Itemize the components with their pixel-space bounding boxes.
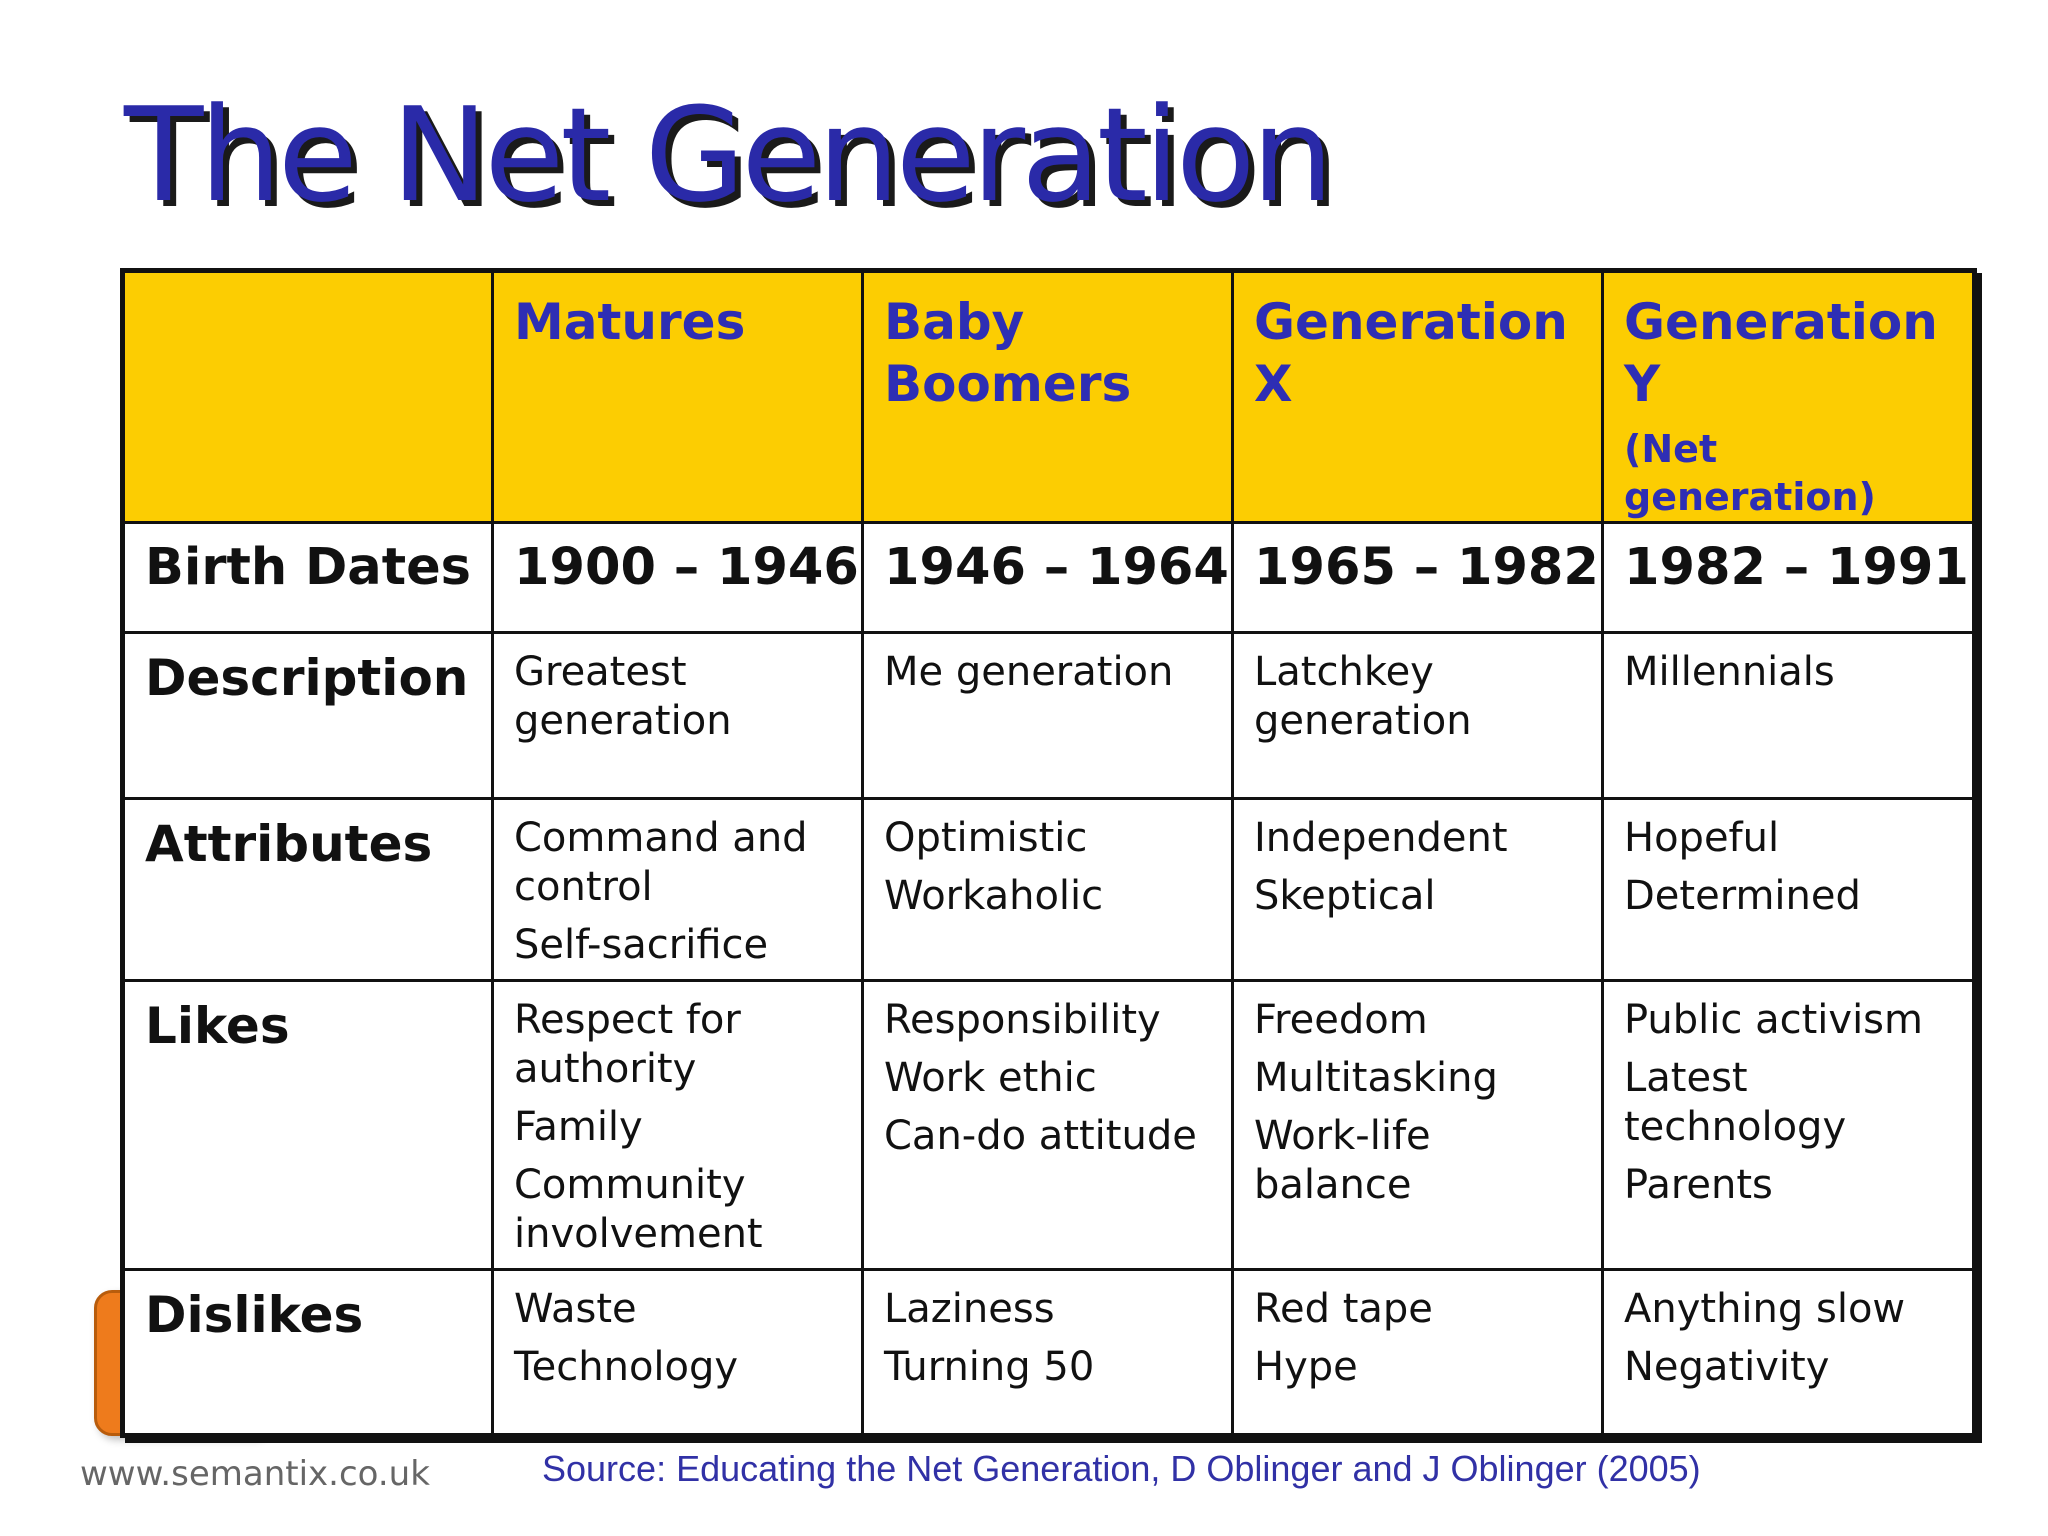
table-cell: Public activism Latest technology Parent…	[1601, 979, 1976, 1271]
cell-text: Work-life balance	[1254, 1113, 1431, 1208]
table-cell: 1965 – 1982	[1231, 521, 1604, 634]
website-url: www.semantix.co.uk	[80, 1454, 430, 1494]
cell-text: Command and control	[514, 815, 808, 910]
table-row-dislikes: Dislikes Waste Technology Laziness Turni…	[121, 1268, 1976, 1437]
cell-text: Multitasking	[1254, 1055, 1498, 1101]
cell-text: Greatest generation	[514, 649, 732, 744]
header-generation-y-sub: (Net generation)	[1624, 427, 1876, 519]
cell-text: Latchkey generation	[1254, 649, 1472, 744]
table-cell: Command and control Self-sacrifice	[491, 797, 864, 982]
cell-text: Freedom	[1254, 997, 1428, 1043]
header-baby-boomers: Baby Boomers	[861, 269, 1234, 524]
cell-text: Workaholic	[884, 873, 1104, 919]
table-cell: Respect for authority Family Community i…	[491, 979, 864, 1271]
row-label: Birth Dates	[121, 521, 494, 634]
cell-text: Can-do attitude	[884, 1113, 1197, 1159]
cell-text: Respect for authority	[514, 997, 741, 1092]
cell-text: Latest technology	[1624, 1055, 1847, 1150]
row-label: Description	[121, 631, 494, 800]
header-corner	[121, 269, 494, 524]
header-generation-y: Generation Y (Net generation)	[1601, 269, 1976, 524]
table-row-likes: Likes Respect for authority Family Commu…	[121, 979, 1976, 1271]
cell-text: Work ethic	[884, 1055, 1097, 1101]
table-header-row: Matures Baby Boomers Generation X Genera…	[121, 269, 1976, 524]
table-cell: Independent Skeptical	[1231, 797, 1604, 982]
table-cell: Greatest generation	[491, 631, 864, 800]
header-matures: Matures	[491, 269, 864, 524]
row-label: Likes	[121, 979, 494, 1271]
cell-text: Millennials	[1624, 649, 1835, 695]
table-cell: Optimistic Workaholic	[861, 797, 1234, 982]
table-cell: 1946 – 1964	[861, 521, 1234, 634]
cell-text: Independent	[1254, 815, 1508, 861]
cell-text: Technology	[514, 1344, 739, 1390]
cell-text: Hype	[1254, 1344, 1358, 1390]
cell-text: Laziness	[884, 1286, 1055, 1332]
header-generation-x: Generation X	[1231, 269, 1604, 524]
table-cell: Anything slow Negativity	[1601, 1268, 1976, 1437]
cell-text: Turning 50	[884, 1344, 1095, 1390]
cell-text: Red tape	[1254, 1286, 1433, 1332]
cell-text: Anything slow	[1624, 1286, 1906, 1332]
table-cell: 1900 – 1946	[491, 521, 864, 634]
cell-text: Parents	[1624, 1162, 1773, 1208]
table-cell: Red tape Hype	[1231, 1268, 1604, 1437]
row-label: Attributes	[121, 797, 494, 982]
cell-text: Negativity	[1624, 1344, 1830, 1390]
table-cell: Freedom Multitasking Work-life balance	[1231, 979, 1604, 1271]
table-row-description: Description Greatest generation Me gener…	[121, 631, 1976, 800]
cell-text: Family	[514, 1104, 643, 1150]
cell-text: Determined	[1624, 873, 1861, 919]
table-cell: Waste Technology	[491, 1268, 864, 1437]
table-cell: Laziness Turning 50	[861, 1268, 1234, 1437]
table-cell: Responsibility Work ethic Can-do attitud…	[861, 979, 1234, 1271]
table-cell: Hopeful Determined	[1601, 797, 1976, 982]
cell-text: Community involvement	[514, 1162, 763, 1257]
row-label: Dislikes	[121, 1268, 494, 1437]
table-row-attributes: Attributes Command and control Self-sacr…	[121, 797, 1976, 982]
slide-title: The Net Generation	[124, 79, 1334, 231]
generations-table: Matures Baby Boomers Generation X Genera…	[120, 268, 1977, 1438]
table-row-birth-dates: Birth Dates 1900 – 1946 1946 – 1964 1965…	[121, 521, 1976, 634]
source-citation: Source: Educating the Net Generation, D …	[542, 1448, 1701, 1489]
cell-text: Hopeful	[1624, 815, 1780, 861]
table-cell: 1982 – 1991	[1601, 521, 1976, 634]
cell-text: Skeptical	[1254, 873, 1436, 919]
cell-text: Me generation	[884, 649, 1174, 695]
table-cell: Latchkey generation	[1231, 631, 1604, 800]
cell-text: Self-sacrifice	[514, 922, 769, 968]
cell-text: Public activism	[1624, 997, 1923, 1043]
cell-text: Responsibility	[884, 997, 1161, 1043]
table-cell: Millennials	[1601, 631, 1976, 800]
cell-text: Waste	[514, 1286, 637, 1332]
table-cell: Me generation	[861, 631, 1234, 800]
cell-text: Optimistic	[884, 815, 1088, 861]
